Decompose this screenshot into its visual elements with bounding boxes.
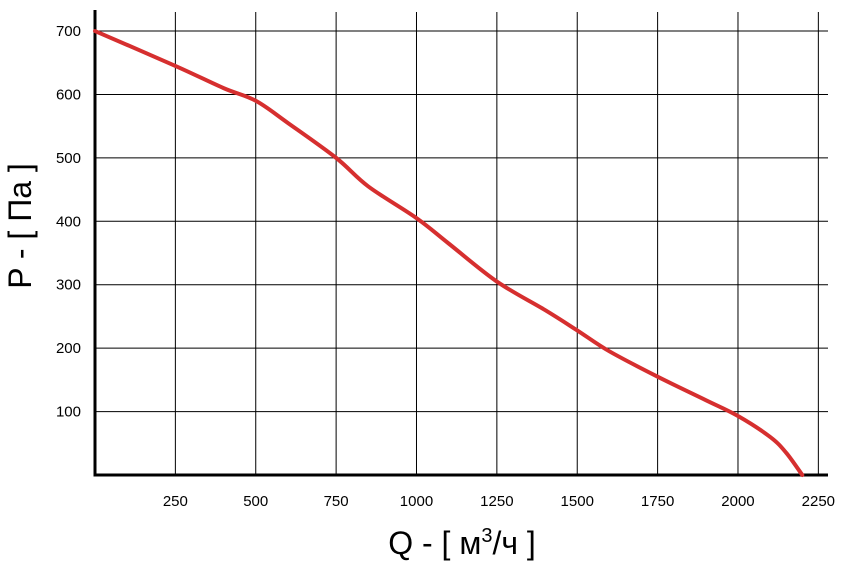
x-tick-label: 500 xyxy=(243,493,268,510)
x-tick-label: 2000 xyxy=(721,493,754,510)
x-tick-label: 1000 xyxy=(400,493,433,510)
x-tick-label: 2250 xyxy=(802,493,835,510)
x-tick-label: 250 xyxy=(163,493,188,510)
series-group xyxy=(93,29,805,477)
x-axis-title-unit: /ч ] xyxy=(492,525,535,561)
x-axis-title: Q - [ м3/ч ] xyxy=(388,525,536,561)
y-axis-title: P - [ Па ] xyxy=(2,163,38,289)
y-tick-labels: 100 200 300 400 500 600 700 xyxy=(56,23,81,421)
y-tick-label: 100 xyxy=(56,404,81,421)
y-tick-label: 600 xyxy=(56,86,81,103)
series-line xyxy=(93,29,805,477)
x-tick-label: 750 xyxy=(324,493,349,510)
y-tick-label: 300 xyxy=(56,277,81,294)
x-axis-title-main: Q - [ м xyxy=(388,525,481,561)
x-tick-labels: 250 500 750 1000 1250 1500 1750 2000 2250 xyxy=(163,493,835,510)
x-tick-label: 1500 xyxy=(561,493,594,510)
x-axis-title-superscript: 3 xyxy=(481,525,492,547)
x-tick-label: 1250 xyxy=(480,493,513,510)
x-tick-label: 1750 xyxy=(641,493,674,510)
grid xyxy=(95,12,828,475)
y-tick-label: 400 xyxy=(56,213,81,230)
y-tick-label: 500 xyxy=(56,150,81,167)
axes xyxy=(93,10,828,477)
y-tick-label: 200 xyxy=(56,340,81,357)
y-tick-label: 700 xyxy=(56,23,81,40)
